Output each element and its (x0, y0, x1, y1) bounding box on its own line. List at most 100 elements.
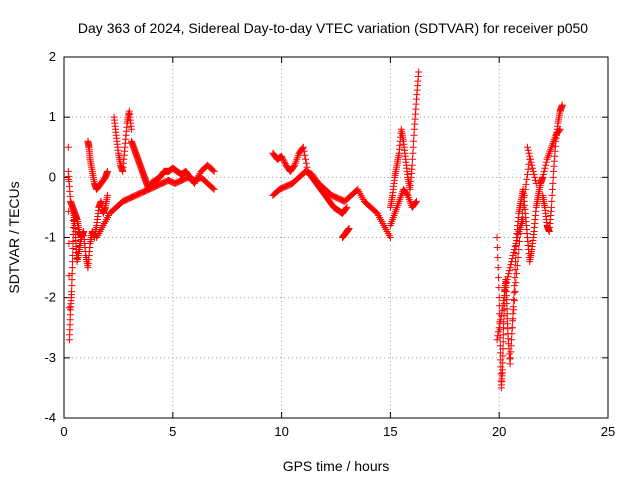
data-point (508, 255, 516, 263)
data-point (494, 264, 502, 272)
data-point (497, 316, 505, 324)
x-tick-label: 15 (383, 424, 397, 439)
data-point (507, 261, 515, 269)
data-point (502, 279, 510, 287)
data-point (518, 209, 526, 217)
data-point (68, 276, 76, 284)
data-point (278, 152, 286, 160)
data-point (495, 324, 503, 332)
data-point (280, 157, 288, 165)
data-point (342, 204, 350, 212)
data-point (519, 203, 527, 211)
data-point (506, 264, 514, 272)
data-point (493, 336, 501, 344)
data-point (500, 297, 508, 305)
data-point (549, 173, 557, 181)
data-point (498, 307, 506, 315)
data-point (386, 234, 394, 241)
data-point (524, 146, 532, 154)
data-point (64, 143, 72, 151)
data-point (410, 137, 418, 145)
data-point (523, 175, 531, 183)
data-point (127, 125, 135, 133)
data-point (508, 258, 516, 266)
ticks: 0 5 10 15 20 25 -4 -3 -2 -1 0 1 2 (44, 49, 615, 439)
data-point (555, 126, 563, 134)
data-point (210, 185, 218, 193)
data-point (65, 240, 73, 248)
data-point (499, 331, 507, 339)
x-axis-label: GPS time / hours (283, 458, 390, 474)
data-point (290, 162, 298, 170)
data-point (521, 185, 529, 193)
data-points (64, 68, 566, 392)
data-point (299, 143, 307, 151)
data-point (525, 149, 533, 157)
data-point (510, 282, 518, 290)
data-point (493, 234, 501, 241)
data-point (343, 203, 351, 211)
data-point (539, 173, 547, 181)
data-point (499, 352, 507, 360)
data-point (542, 161, 550, 169)
data-point (494, 274, 502, 282)
x-tick-label: 10 (274, 424, 288, 439)
data-point (507, 348, 515, 356)
data-point (499, 338, 507, 346)
data-point (520, 197, 528, 205)
data-point (279, 155, 287, 163)
data-point (523, 143, 531, 151)
data-point (493, 244, 501, 252)
data-point (345, 224, 353, 232)
data-point (68, 282, 76, 290)
data-point (526, 155, 534, 163)
data-point (410, 131, 418, 139)
y-tick-label: 1 (49, 109, 56, 124)
y-tick-label: -3 (44, 350, 56, 365)
data-point (501, 287, 509, 295)
data-point (513, 234, 521, 241)
data-point (518, 215, 526, 223)
data-point (516, 229, 524, 237)
data-point (511, 288, 519, 296)
data-point (505, 270, 513, 278)
data-point (68, 270, 76, 278)
data-point (408, 161, 416, 169)
data-point (508, 324, 516, 332)
data-point (507, 342, 515, 350)
data-point (510, 306, 518, 314)
data-point (530, 170, 538, 178)
data-point (209, 184, 217, 192)
data-point (210, 167, 218, 175)
data-point (209, 166, 217, 174)
data-point (558, 101, 566, 109)
data-point (494, 328, 502, 336)
data-point (299, 144, 307, 152)
data-point (77, 234, 85, 241)
data-point (510, 296, 518, 304)
data-point (541, 164, 549, 172)
data-point (302, 159, 310, 167)
data-point (547, 203, 555, 211)
data-point (68, 288, 76, 296)
y-tick-label: -4 (44, 410, 56, 425)
data-point (531, 176, 539, 184)
data-point (529, 164, 537, 172)
data-point (509, 315, 517, 323)
data-point (497, 312, 505, 320)
data-point (514, 254, 522, 262)
data-point (104, 167, 112, 175)
data-point (521, 191, 529, 199)
data-point (548, 191, 556, 199)
data-point (528, 161, 536, 169)
data-point (549, 185, 557, 193)
y-tick-label: 2 (49, 49, 56, 64)
data-point (503, 276, 511, 284)
data-point (104, 191, 112, 199)
y-tick-label: -2 (44, 290, 56, 305)
data-point (548, 197, 556, 205)
data-point (515, 246, 523, 254)
y-tick-label: -1 (44, 230, 56, 245)
